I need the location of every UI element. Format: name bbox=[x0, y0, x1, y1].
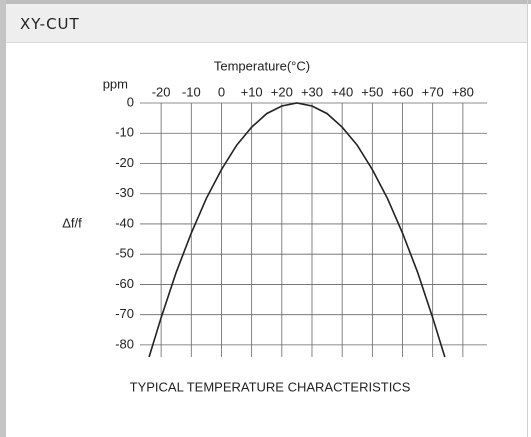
y-tick-label: -60 bbox=[115, 276, 134, 291]
y-tick-label: -40 bbox=[115, 215, 134, 230]
x-tick-label: +40 bbox=[331, 84, 353, 99]
x-tick-label: -10 bbox=[182, 84, 201, 99]
curve bbox=[148, 102, 446, 358]
x-tick-label: +30 bbox=[301, 84, 323, 99]
right-border bbox=[527, 0, 528, 437]
x-tick-label: +80 bbox=[452, 84, 474, 99]
y-tick-label: -70 bbox=[115, 306, 134, 321]
y-tick-label: -10 bbox=[115, 125, 134, 140]
x-tick-label: +50 bbox=[361, 84, 383, 99]
y-axis-title: Δf/f bbox=[62, 215, 82, 230]
y-tick-label: -30 bbox=[115, 185, 134, 200]
x-tick-label: +70 bbox=[422, 84, 444, 99]
y-tick-label: -50 bbox=[115, 246, 134, 261]
top-border bbox=[0, 0, 531, 4]
panel-title: XY-CUT bbox=[20, 15, 80, 33]
y-tick-label: -20 bbox=[115, 155, 134, 170]
x-axis-title: Temperature(°C) bbox=[214, 58, 310, 73]
left-border bbox=[0, 0, 6, 437]
chart-caption: TYPICAL TEMPERATURE CHARACTERISTICS bbox=[130, 379, 411, 394]
y-unit: ppm bbox=[103, 76, 128, 91]
x-tick-label: +60 bbox=[391, 84, 413, 99]
panel-header: XY-CUT bbox=[6, 4, 527, 43]
x-tick-label: +20 bbox=[271, 84, 293, 99]
x-tick-label: +10 bbox=[241, 84, 263, 99]
x-tick-label: 0 bbox=[218, 84, 225, 99]
y-tick-label: -80 bbox=[115, 336, 134, 351]
y-tick-label: 0 bbox=[127, 94, 134, 109]
x-tick-label: -20 bbox=[152, 84, 171, 99]
